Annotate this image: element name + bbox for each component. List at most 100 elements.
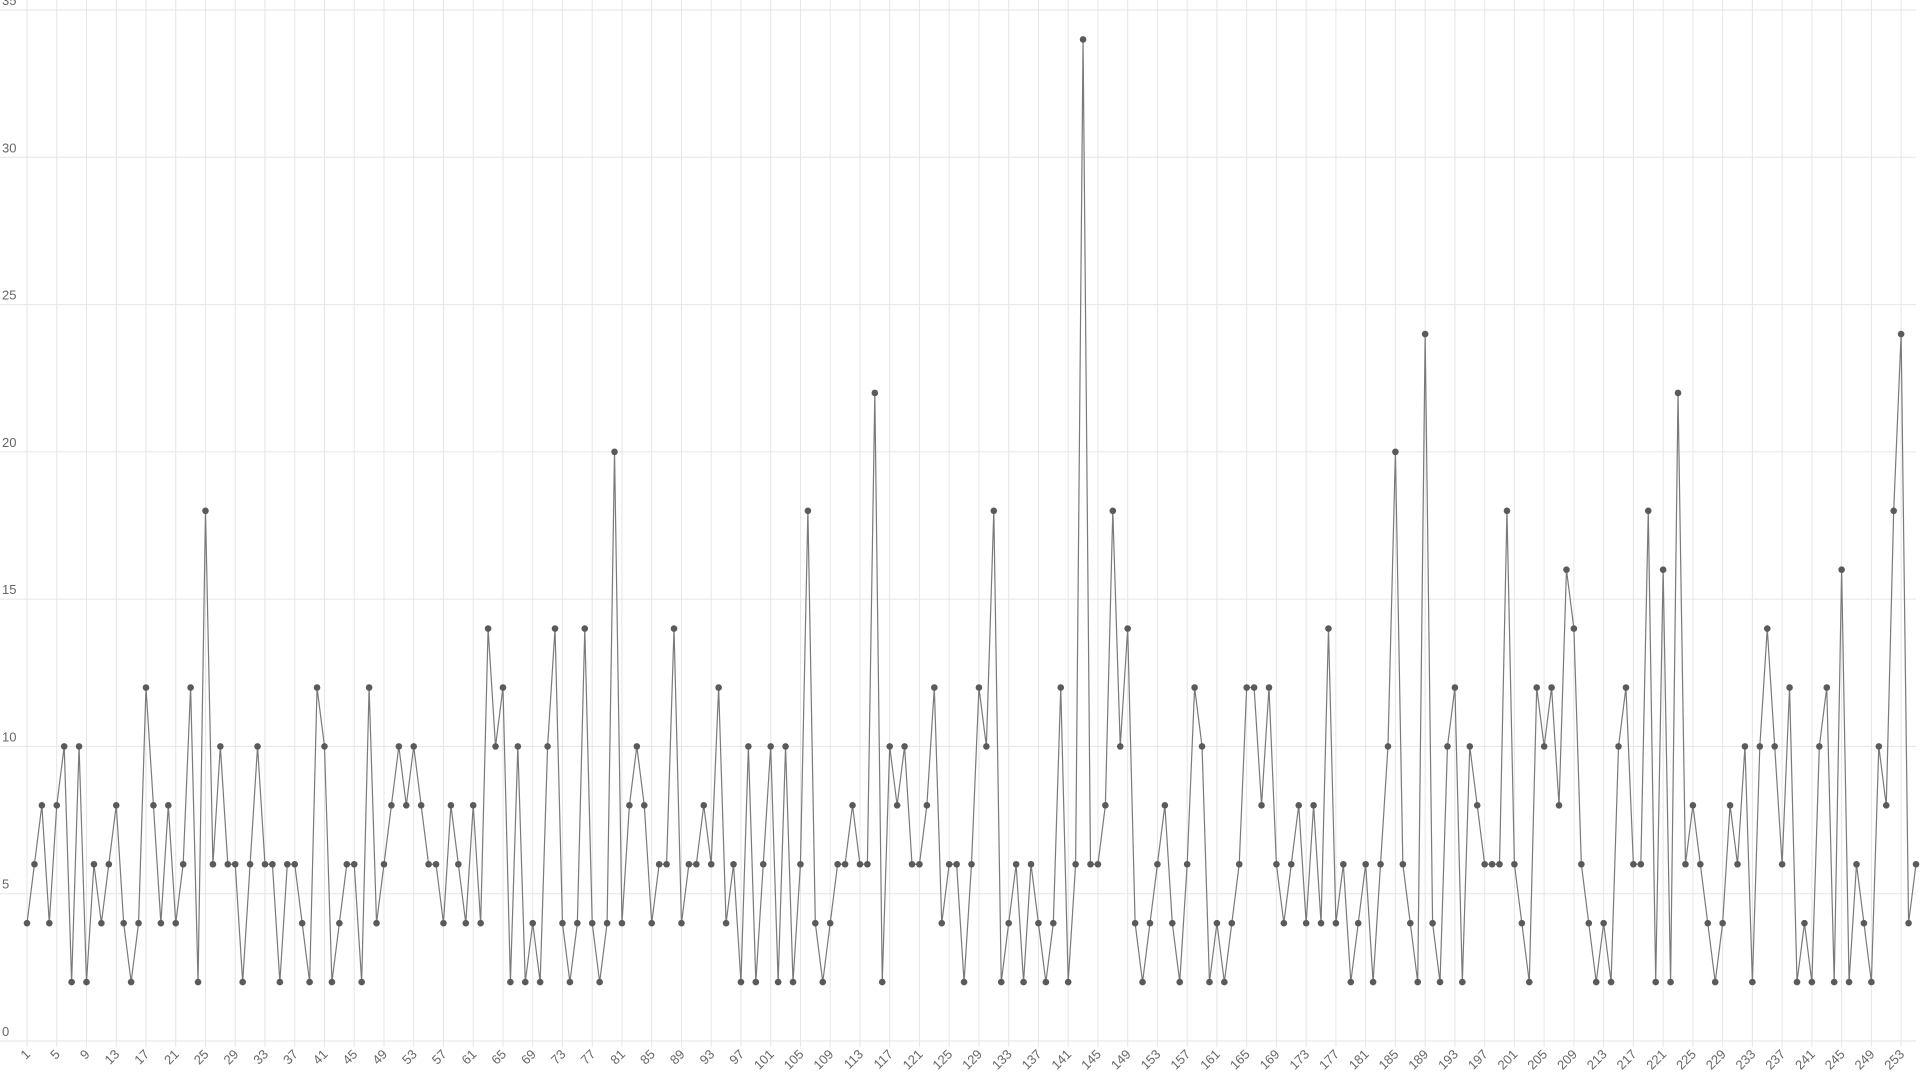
x-tick-label: 129 xyxy=(959,1047,985,1073)
x-tick-label: 165 xyxy=(1227,1047,1253,1073)
x-tick-label: 109 xyxy=(810,1047,836,1073)
x-tick-label: 233 xyxy=(1733,1047,1759,1073)
point xyxy=(1012,860,1020,868)
point xyxy=(462,919,470,927)
x-tick-label: 201 xyxy=(1495,1047,1521,1073)
point xyxy=(224,860,232,868)
line xyxy=(26,39,1917,983)
point xyxy=(1652,978,1660,986)
point xyxy=(328,978,336,986)
x-tick-label: 69 xyxy=(518,1047,539,1068)
point xyxy=(640,802,648,809)
point xyxy=(53,802,61,809)
point xyxy=(373,919,380,927)
point xyxy=(774,978,782,986)
point xyxy=(23,919,31,927)
point xyxy=(886,743,893,750)
x-tick-label: 173 xyxy=(1286,1047,1312,1073)
point xyxy=(1860,919,1868,927)
point xyxy=(1451,684,1459,691)
point xyxy=(469,802,477,809)
point xyxy=(856,860,864,868)
point xyxy=(1005,919,1012,927)
point xyxy=(633,743,641,750)
point xyxy=(217,743,224,750)
x-tick-label: 217 xyxy=(1614,1047,1640,1073)
point xyxy=(1027,860,1035,868)
point xyxy=(1414,978,1422,986)
point xyxy=(1042,978,1050,986)
x-tick-label: 125 xyxy=(929,1047,955,1073)
point xyxy=(864,860,871,868)
point xyxy=(1102,802,1109,809)
x-tick-label: 29 xyxy=(221,1047,242,1068)
point xyxy=(1503,507,1511,515)
point xyxy=(1793,978,1801,986)
point xyxy=(715,684,722,691)
point xyxy=(1168,919,1176,927)
point xyxy=(611,448,618,456)
point xyxy=(1087,860,1094,868)
point xyxy=(1235,860,1243,868)
point xyxy=(432,860,440,868)
point xyxy=(1600,919,1607,927)
point xyxy=(1295,802,1303,809)
point xyxy=(544,743,551,750)
point xyxy=(1912,860,1920,868)
point xyxy=(737,978,745,986)
x-tick-label: 1 xyxy=(17,1047,33,1063)
point xyxy=(1518,919,1526,927)
point xyxy=(246,860,254,868)
point xyxy=(179,860,187,868)
point xyxy=(1287,860,1295,868)
point xyxy=(514,743,522,750)
x-tick-label: 73 xyxy=(548,1047,569,1068)
x-tick-label: 49 xyxy=(369,1047,390,1068)
point xyxy=(908,860,916,868)
point xyxy=(1064,978,1072,986)
point xyxy=(157,919,165,927)
point xyxy=(581,625,589,632)
point xyxy=(1459,978,1466,986)
point xyxy=(1630,860,1637,868)
y-tick-label: 5 xyxy=(2,877,9,892)
point xyxy=(536,978,544,986)
x-tick-label: 113 xyxy=(841,1047,866,1072)
point xyxy=(507,978,514,986)
point xyxy=(789,978,797,986)
x-tick-label: 89 xyxy=(667,1047,688,1068)
point xyxy=(1882,802,1890,809)
point xyxy=(767,743,775,750)
point xyxy=(283,860,291,868)
point xyxy=(745,743,752,750)
point xyxy=(1354,919,1362,927)
point xyxy=(916,860,923,868)
x-tick-label: 249 xyxy=(1852,1047,1878,1073)
point xyxy=(655,860,663,868)
point xyxy=(350,860,358,868)
x-tick-label: 253 xyxy=(1881,1047,1907,1073)
x-tick-label: 225 xyxy=(1673,1047,1699,1073)
point xyxy=(187,684,194,691)
x-tick-label: 157 xyxy=(1167,1047,1193,1073)
x-tick-label: 37 xyxy=(280,1047,301,1068)
point xyxy=(752,978,760,986)
point xyxy=(968,860,975,868)
x-tick-label: 229 xyxy=(1703,1047,1729,1073)
point xyxy=(313,684,321,691)
point xyxy=(574,919,581,927)
point xyxy=(1473,802,1481,809)
point xyxy=(321,743,328,750)
point xyxy=(1310,802,1317,809)
point xyxy=(98,919,105,927)
point xyxy=(120,919,127,927)
point xyxy=(455,860,462,868)
point xyxy=(135,919,142,927)
point xyxy=(990,507,998,515)
point xyxy=(834,860,841,868)
point xyxy=(1280,919,1288,927)
point xyxy=(1124,625,1131,632)
x-tick-label: 193 xyxy=(1435,1047,1461,1073)
y-tick-label: 25 xyxy=(2,288,16,303)
point xyxy=(975,684,983,691)
